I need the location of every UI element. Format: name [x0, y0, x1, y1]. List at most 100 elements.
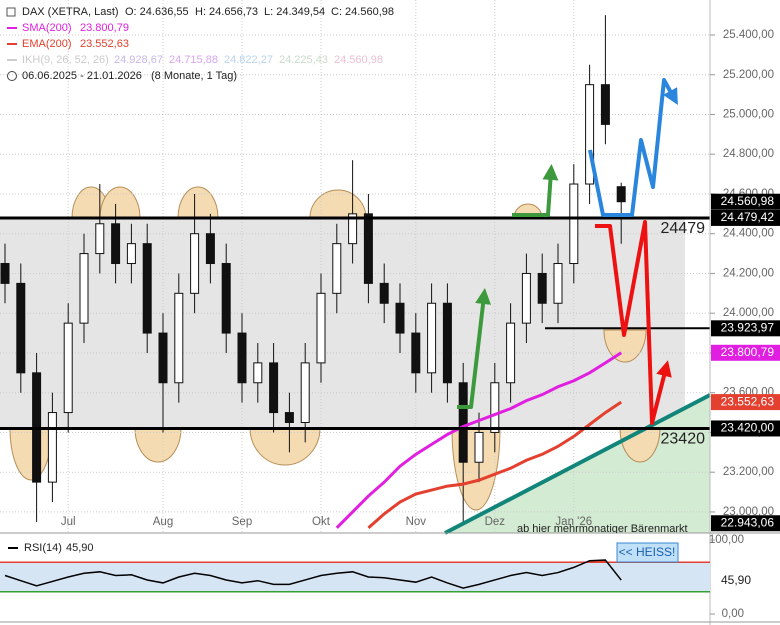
candle-body	[616, 186, 626, 203]
candle-body	[332, 243, 342, 294]
candle-body	[316, 292, 326, 364]
rsi-line	[4, 559, 622, 589]
y-tick-label: 24.000,00	[723, 307, 774, 319]
y-tick-label: 23.000,00	[723, 506, 774, 518]
price-label-box	[711, 209, 780, 226]
x-tick-label: Jul	[61, 516, 76, 528]
legend-value: 24.715,88	[169, 54, 218, 66]
ohlc: H: 24.656,73	[195, 6, 258, 18]
y-tick-label: 25.200,00	[723, 69, 774, 81]
price-label: 22.943,06	[721, 515, 775, 529]
price-label-box	[711, 515, 780, 532]
arrow	[595, 220, 672, 425]
ohlc: L: 24.349,54	[264, 6, 325, 18]
candle-body	[16, 282, 26, 374]
x-tick-label: Nov	[406, 516, 427, 528]
candle-body	[553, 263, 563, 304]
arrow	[512, 164, 559, 217]
candle-body	[253, 362, 263, 384]
legend-label: SMA(200)	[22, 22, 72, 34]
candle-body	[126, 243, 136, 265]
legend-value: 24.225,43	[279, 54, 328, 66]
note: ab hier mehrmonatiger Bärenmarkt	[517, 523, 688, 535]
price-label: 23.420,00	[721, 421, 775, 435]
rsi-value: 45,90	[66, 542, 94, 554]
price-label: 23.552,63	[721, 394, 775, 408]
ohlc: O: 24.636,55	[125, 6, 189, 18]
annotation-box	[616, 542, 679, 563]
candle-body	[348, 213, 358, 245]
date-range: 06.06.2025 - 21.01.2026	[22, 70, 142, 82]
legend-label: EMA(200)	[22, 38, 72, 50]
candle-body	[363, 213, 373, 284]
price-label-box	[711, 420, 780, 437]
rsi-title: RSI(14)	[24, 542, 62, 554]
legend-value: 24.560,98	[334, 54, 383, 66]
levels: 24479 23420	[0, 216, 710, 448]
rsi-panel: 100,00 0,00 RSI(14) 45,90 << HEISS! 45,90	[0, 534, 751, 620]
clock-icon	[7, 71, 17, 81]
candle-body	[47, 412, 57, 483]
candle-body	[474, 431, 484, 463]
y-tick-label: 0,00	[722, 608, 744, 620]
y-tick-label: 24.800,00	[723, 148, 774, 160]
candle-body	[569, 183, 579, 265]
candle-body	[300, 362, 310, 424]
rsi-legend-bg	[4, 541, 100, 555]
arrows	[457, 78, 678, 425]
arrow	[588, 78, 678, 217]
candle-body	[490, 382, 500, 433]
level-label: 23420	[661, 431, 706, 448]
candle-body	[379, 282, 389, 304]
candle-body	[158, 332, 168, 384]
candle-body	[95, 223, 105, 255]
candle-body	[427, 302, 437, 374]
price-label-box	[711, 344, 780, 361]
y-tick-label: 23.200,00	[723, 466, 774, 478]
candle-body	[585, 84, 595, 185]
legend-value: 24.928,67	[114, 54, 163, 66]
candle-body	[537, 272, 547, 304]
candle-body	[411, 332, 421, 374]
period: (8 Monate, 1 Tag)	[151, 70, 237, 82]
candle-body	[142, 243, 152, 334]
candle-body	[506, 322, 516, 384]
candle-body	[174, 292, 184, 384]
y-tick-label: 25.400,00	[723, 29, 774, 41]
level-label: 24479	[661, 220, 706, 237]
rsi-band	[0, 562, 710, 592]
candle-body	[221, 263, 231, 334]
price-label-box	[711, 320, 780, 337]
candle-body	[284, 412, 294, 424]
candle-body	[190, 233, 200, 294]
candle-body	[237, 332, 247, 384]
candle-body	[205, 233, 215, 265]
candle-body	[395, 302, 405, 334]
legend-icon	[6, 7, 16, 17]
title: DAX (XETRA, Last)	[22, 6, 119, 18]
candle-body	[600, 84, 610, 125]
candle-body	[442, 302, 452, 384]
y-tick-label: 24.200,00	[723, 267, 774, 279]
candle-body	[79, 253, 89, 324]
legend: DAX (XETRA, Last) O: 24.636,55 H: 24.656…	[6, 6, 394, 82]
x-tick-label: Aug	[153, 516, 173, 528]
x-tick-label: Jan '26	[555, 516, 592, 528]
candle-body	[63, 322, 73, 414]
candle-body	[458, 382, 468, 463]
price-label: 24.479,42	[721, 210, 775, 224]
trend-line	[444, 393, 711, 535]
ma-line	[367, 400, 623, 529]
price-label-box	[711, 193, 780, 210]
rsi-last-label: 45,90	[721, 573, 751, 587]
price-label: 23.923,97	[721, 320, 775, 334]
price-label-box	[711, 394, 780, 411]
y-tick-label: 100,00	[709, 534, 744, 546]
ohlc: C: 24.560,98	[331, 6, 394, 18]
y-tick-label: 24.400,00	[723, 228, 774, 240]
x-tick-label: Okt	[312, 516, 331, 528]
candle-body	[0, 263, 10, 284]
arrow	[457, 288, 492, 409]
legend-value: 23.800,79	[80, 22, 129, 34]
